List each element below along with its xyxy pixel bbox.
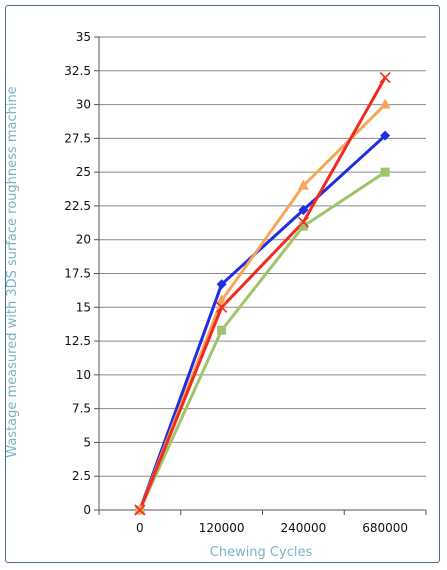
y-tick-label: 22.5 [64,199,91,213]
data-point-triangle [379,98,391,109]
data-point-triangle [216,294,228,305]
data-series [134,71,391,516]
x-marker-stroke [297,216,309,228]
data-point-square [298,221,308,231]
data-point-x [134,504,146,516]
series-line [138,76,387,511]
x-tick-label: 240000 [280,521,326,535]
x-marker-stroke [216,301,228,313]
y-tick-label: 15 [76,300,91,314]
series-line [138,170,386,511]
series-line [138,134,387,511]
y-tick-label: 27.5 [64,131,91,145]
y-tick-label: 25 [76,165,91,179]
y-tick-label: 32.5 [64,64,91,78]
y-tick-label: 30 [76,98,91,112]
data-point-diamond [298,204,309,215]
data-point-square [217,325,227,335]
y-tick-label: 35 [76,30,91,44]
y-axis-label: Wastage measured with 3DS surface roughn… [5,86,20,457]
gridlines [99,36,426,477]
data-point-x [216,301,228,313]
axes [94,36,427,515]
y-tick-label: 0 [83,503,91,517]
x-tick-label: 680000 [362,521,408,535]
x-axis-label: Chewing Cycles [210,545,313,560]
x-marker-stroke [134,504,146,516]
x-tick-label: 0 [136,521,144,535]
y-tick-label: 10 [76,368,91,382]
data-point-triangle [297,179,309,190]
y-tick-label: 20 [76,233,91,247]
y-tick-label: 7.5 [72,402,91,416]
x-tick-label: 120000 [199,521,245,535]
data-point-x [379,71,391,84]
y-tick-label: 5 [83,435,91,449]
y-tick-label: 12.5 [64,334,91,348]
data-point-x [297,216,309,228]
data-point-diamond [216,279,227,290]
y-tick-label: 17.5 [64,267,91,281]
y-tick-label: 2.5 [72,469,91,483]
x-marker-stroke [379,71,391,84]
data-point-diamond [380,130,391,141]
tick-labels: 0 2.5 5 7.5 10 12.5 15 17.5 20 22.5 25 27.5 30 32.5 35… [64,30,408,535]
data-point-square [380,167,390,177]
